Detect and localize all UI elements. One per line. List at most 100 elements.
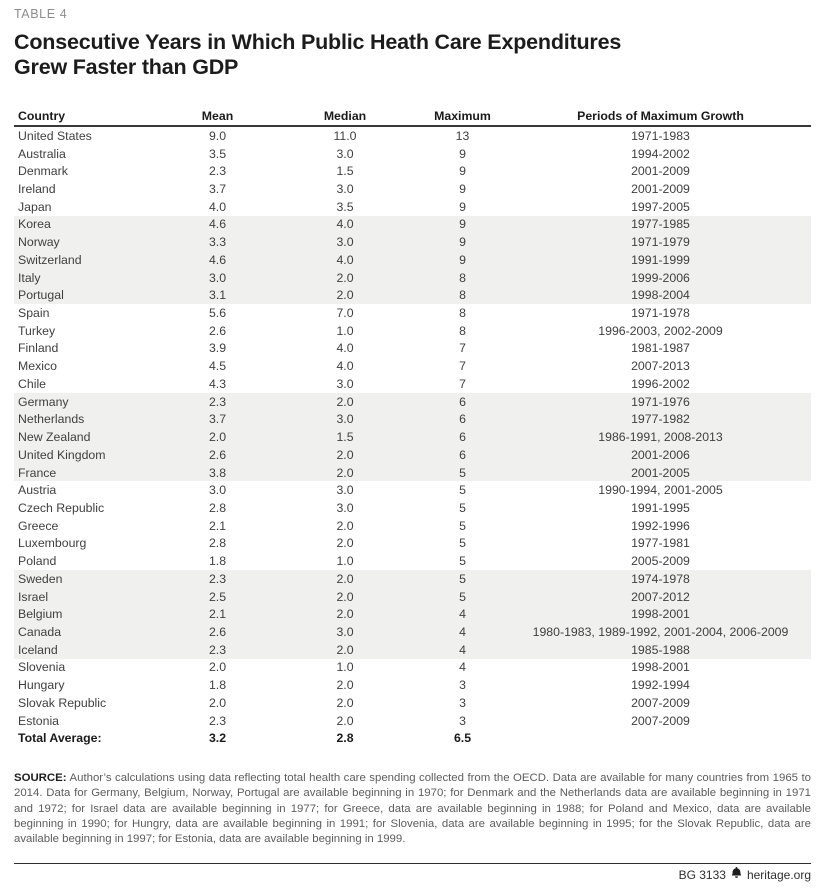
table-row-ireland: Ireland 3.7 3.0 9 2001-2009: [14, 180, 811, 198]
cell-maximum: 5: [459, 536, 466, 551]
cell-mean: 3.8: [208, 465, 227, 480]
cell-median: 2.0: [336, 713, 354, 728]
cell-median: 1.0: [336, 660, 354, 675]
cell-mean: 2.0: [208, 695, 227, 710]
cell-median: 3.0: [336, 376, 354, 391]
cell-periods: 1998-2001: [631, 607, 690, 622]
cell-median: 7.0: [336, 306, 354, 321]
cell-periods: 1977-1982: [631, 412, 690, 427]
cell-mean: 1.8: [208, 554, 227, 569]
table-row-japan: Japan 4.0 3.5 9 1997-2005: [14, 198, 811, 216]
table-row-israel: Israel 2.5 2.0 5 2007-2012: [14, 587, 811, 606]
cell-maximum: 9: [459, 252, 466, 267]
cell-median: 11.0: [333, 128, 357, 143]
cell-maximum: 6.5: [453, 731, 472, 746]
cell-maximum: 8: [459, 270, 466, 285]
table-row-slovak-republic: Slovak Republic 2.0 2.0 3 2007-2009: [14, 694, 811, 712]
cell-mean: 4.6: [208, 252, 227, 267]
cell-periods: 1992-1996: [631, 518, 690, 533]
cell-median: 3.0: [336, 500, 354, 515]
cell-maximum: 3: [459, 713, 466, 728]
cell-median: 2.0: [336, 518, 354, 533]
cell-maximum: 5: [459, 465, 466, 480]
cell-mean: 4.5: [208, 359, 227, 374]
cell-median: 3.0: [336, 235, 354, 250]
table-row-finland: Finland 3.9 4.0 7 1981-1987: [14, 340, 811, 358]
table-row-hungary: Hungary 1.8 2.0 3 1992-1994: [14, 676, 811, 694]
table-row-chile: Chile 4.3 3.0 7 1996-2002: [14, 375, 811, 393]
cell-country: Italy: [18, 270, 41, 285]
table-row-greece: Greece 2.1 2.0 5 1992-1996: [14, 517, 811, 535]
cell-periods: 1971-1983: [631, 128, 690, 143]
cell-periods: 1991-1999: [631, 252, 690, 267]
cell-country: Greece: [18, 518, 59, 533]
cell-periods: 1971-1979: [631, 235, 690, 250]
cell-periods: 1990-1994, 2001-2005: [598, 483, 723, 498]
source-label: SOURCE:: [14, 772, 67, 785]
cell-maximum: 4: [459, 642, 466, 657]
cell-country: Germany: [18, 394, 69, 409]
table-row-switzerland: Switzerland 4.6 4.0 9 1991-1999: [14, 251, 811, 269]
cell-country: Spain: [18, 306, 50, 321]
cell-maximum: 5: [459, 483, 466, 498]
cell-maximum: 4: [459, 624, 466, 639]
table-label: TABLE 4: [14, 7, 68, 21]
cell-maximum: 5: [459, 500, 466, 515]
table-row-italy: Italy 3.0 2.0 8 1999-2006: [14, 268, 811, 287]
cell-periods: 1994-2002: [631, 146, 690, 161]
cell-periods: 2001-2005: [631, 465, 690, 480]
cell-country: Poland: [18, 554, 57, 569]
cell-country: Israel: [18, 589, 49, 604]
cell-country: Sweden: [18, 571, 63, 586]
table-row-estonia: Estonia 2.3 2.0 3 2007-2009: [14, 712, 811, 730]
cell-country: Chile: [18, 376, 47, 391]
table-row-norway: Norway 3.3 3.0 9 1971-1979: [14, 233, 811, 252]
table-row-luxembourg: Luxembourg 2.8 2.0 5 1977-1981: [14, 535, 811, 553]
cell-mean: 3.0: [208, 270, 227, 285]
footer-rule: [14, 863, 811, 865]
cell-median: 3.0: [336, 412, 354, 427]
cell-periods: 1996-2003, 2002-2009: [598, 323, 723, 338]
cell-maximum: 9: [459, 146, 466, 161]
cell-median: 3.0: [336, 624, 354, 639]
cell-country: Czech Republic: [18, 500, 105, 515]
cell-median: 2.0: [336, 465, 354, 480]
cell-maximum: 5: [459, 589, 466, 604]
table-header-row: Country Mean Median Maximum Periods of Maxim…: [14, 106, 811, 127]
cell-periods: 2007-2009: [631, 695, 690, 710]
cell-mean: 3.5: [208, 146, 227, 161]
cell-mean: 2.1: [208, 518, 227, 533]
footer-credit: BG 3133 heritage.org: [14, 867, 811, 882]
page-title: Consecutive Years in Which Public Heath …: [14, 30, 811, 79]
cell-median: 3.0: [336, 146, 354, 161]
table-row-netherlands: Netherlands 3.7 3.0 6 1977-1982: [14, 410, 811, 429]
table-row-mexico: Mexico 4.5 4.0 7 2007-2013: [14, 357, 811, 375]
heritage-bell-icon: [731, 867, 742, 882]
page-title-line-1: Consecutive Years in Which Public Heath …: [14, 30, 622, 54]
cell-mean: 3.0: [208, 483, 227, 498]
cell-maximum: 6: [459, 447, 466, 462]
cell-periods: 1997-2005: [631, 199, 690, 214]
cell-periods: 2007-2009: [631, 713, 690, 728]
cell-median: 1.5: [336, 430, 354, 445]
table-row-australia: Australia 3.5 3.0 9 1994-2002: [14, 145, 811, 163]
cell-country: Switzerland: [18, 252, 82, 267]
table-row-denmark: Denmark 2.3 1.5 9 2001-2009: [14, 162, 811, 180]
cell-maximum: 4: [459, 660, 466, 675]
cell-maximum: 5: [459, 554, 466, 569]
cell-maximum: 9: [459, 217, 466, 232]
cell-mean: 2.6: [208, 447, 227, 462]
cell-median: 2.0: [336, 589, 354, 604]
cell-periods: 2001-2009: [631, 182, 690, 197]
cell-mean: 3.9: [208, 341, 227, 356]
cell-mean: 3.7: [208, 412, 227, 427]
table-row-czech-republic: Czech Republic 2.8 3.0 5 1991-1995: [14, 499, 811, 517]
cell-median: 4.0: [336, 359, 354, 374]
cell-periods: 1985-1988: [631, 642, 690, 657]
cell-mean: 4.3: [208, 376, 227, 391]
cell-maximum: 8: [459, 306, 466, 321]
table-row-korea: Korea 4.6 4.0 9 1977-1985: [14, 215, 811, 234]
page-title-line-2: Grew Faster than GDP: [14, 54, 239, 79]
doc-id: BG 3133: [678, 867, 726, 882]
